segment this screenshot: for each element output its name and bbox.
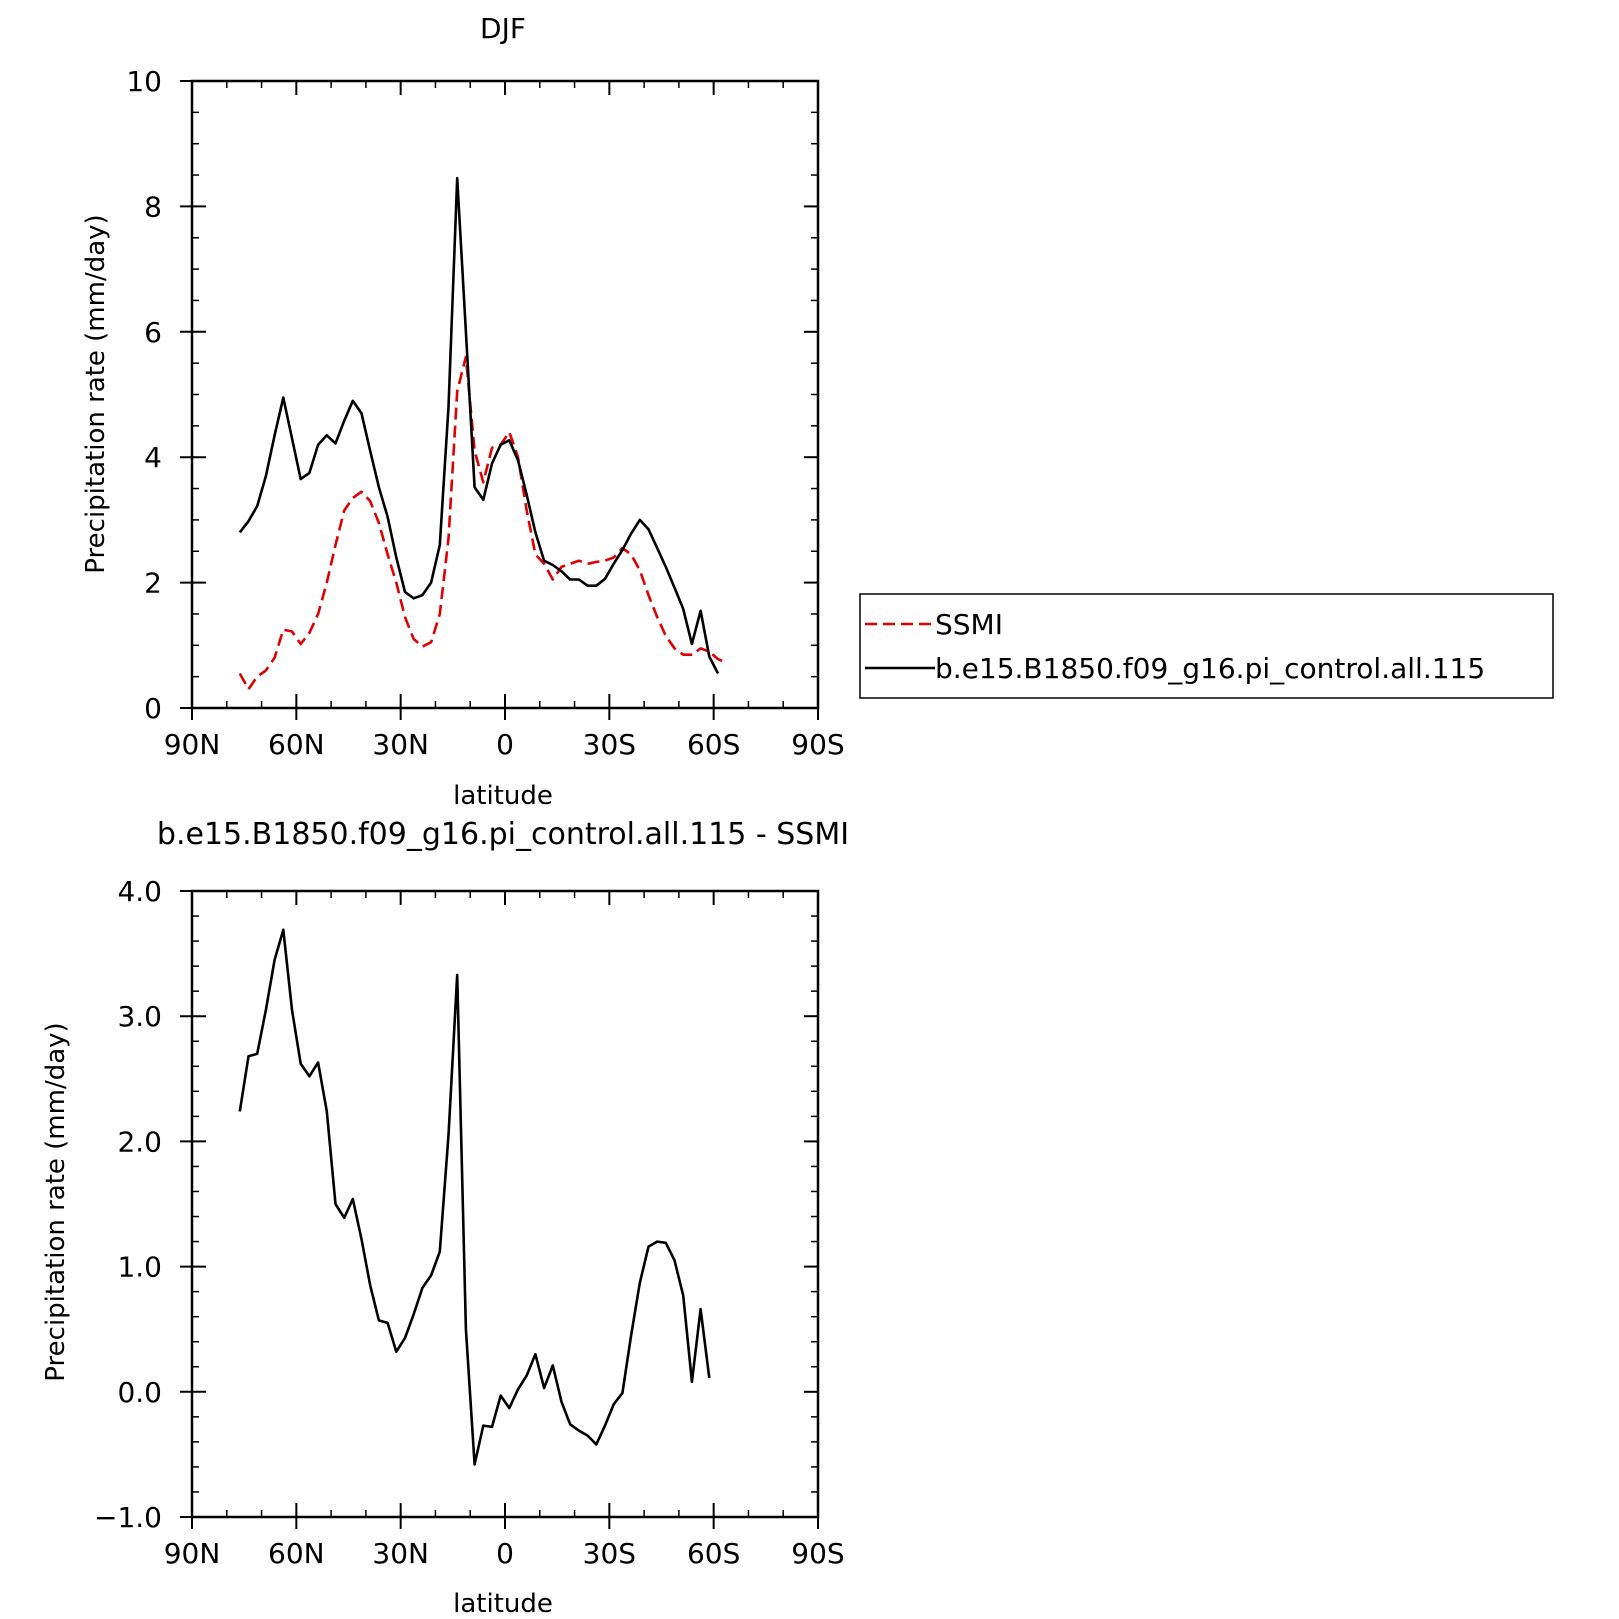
series-line-0 <box>238 355 728 691</box>
x-tick-label: 90S <box>791 1537 844 1570</box>
legend-label-ssmi: SSMI <box>935 608 1003 641</box>
series-lines <box>238 928 711 1466</box>
legend: SSMI b.e15.B1850.f09_g16.pi_control.all.… <box>859 593 1554 699</box>
y-tick-label: 8 <box>144 190 162 223</box>
x-tick-label: 0 <box>496 1537 514 1570</box>
x-tick-label: 90S <box>791 728 844 761</box>
chart-djf-precipitation: DJF latitude Precipitation rate (mm/day)… <box>81 12 1554 811</box>
y-axis-label: Precipitation rate (mm/day) <box>41 1022 71 1381</box>
y-tick-label: 6 <box>144 316 162 349</box>
plot-border <box>190 79 820 710</box>
axes-frame: 0 2 4 6 8 10 90N 60N 30N 0 30S 60S 90S <box>126 65 844 761</box>
legend-box <box>859 593 1554 699</box>
x-tick-label: 90N <box>164 1537 221 1570</box>
plot-border <box>190 889 820 1519</box>
x-tick-label: 60S <box>687 728 740 761</box>
y-tick-label: 2 <box>144 567 162 600</box>
x-tick-label: 30N <box>372 728 429 761</box>
y-tick-label: 0 <box>144 692 162 725</box>
series-line-0 <box>238 928 711 1466</box>
chart-title: DJF <box>480 12 526 45</box>
axes-frame: −1.0 0.0 1.0 2.0 3.0 4.0 90N 60N 30N 0 30S 60S 90S <box>94 875 845 1570</box>
y-tick-label: 0.0 <box>117 1376 162 1409</box>
x-tick-label: 90N <box>164 728 221 761</box>
x-tick-label: 30N <box>372 1537 429 1570</box>
y-axis-label: Precipitation rate (mm/day) <box>81 214 111 573</box>
legend-label-model: b.e15.B1850.f09_g16.pi_control.all.115 <box>935 652 1485 685</box>
chart-title: b.e15.B1850.f09_g16.pi_control.all.115 -… <box>157 817 849 852</box>
x-tick-label: 30S <box>583 728 636 761</box>
x-axis-label: latitude <box>453 781 553 811</box>
series-line-1 <box>238 176 720 675</box>
x-tick-label: 60N <box>268 728 325 761</box>
series-lines <box>238 176 728 691</box>
x-axis-label: latitude <box>453 1589 553 1619</box>
x-tick-label: 30S <box>583 1537 636 1570</box>
x-tick-label: 60N <box>268 1537 325 1570</box>
chart-difference: b.e15.B1850.f09_g16.pi_control.all.115 -… <box>41 817 849 1619</box>
y-tick-label: 3.0 <box>117 1000 162 1033</box>
x-tick-label: 0 <box>496 728 514 761</box>
y-tick-label: 1.0 <box>117 1251 162 1284</box>
y-tick-label: 2.0 <box>117 1125 162 1158</box>
y-tick-label: 4 <box>144 441 162 474</box>
x-tick-label: 60S <box>687 1537 740 1570</box>
y-tick-label: 4.0 <box>117 875 162 908</box>
y-tick-label: −1.0 <box>94 1501 162 1534</box>
y-tick-label: 10 <box>126 65 162 98</box>
